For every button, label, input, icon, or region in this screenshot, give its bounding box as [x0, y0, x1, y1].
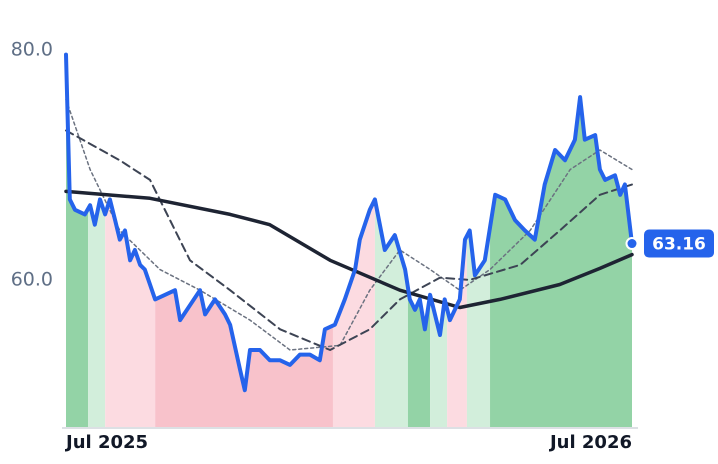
last-value-badge: [644, 229, 714, 258]
x-tick-label: Jul 2025: [64, 432, 148, 453]
band: [447, 54, 467, 427]
last-point: [625, 237, 639, 251]
band: [66, 54, 89, 427]
line: [64, 189, 634, 310]
y-tick-label: 80.0: [11, 39, 53, 61]
band: [105, 54, 156, 427]
band: [155, 54, 333, 427]
y-tick-label: 60.0: [11, 268, 53, 290]
last-value-label: 63.16: [652, 235, 706, 255]
x-tick-label: Jul 2026: [548, 432, 632, 453]
band: [490, 54, 632, 427]
band: [407, 54, 431, 427]
band: [332, 54, 375, 427]
band: [88, 54, 106, 427]
line: [64, 52, 634, 393]
line: [65, 129, 633, 351]
area-bands: [66, 54, 632, 427]
band: [430, 54, 448, 427]
line: [65, 98, 633, 351]
